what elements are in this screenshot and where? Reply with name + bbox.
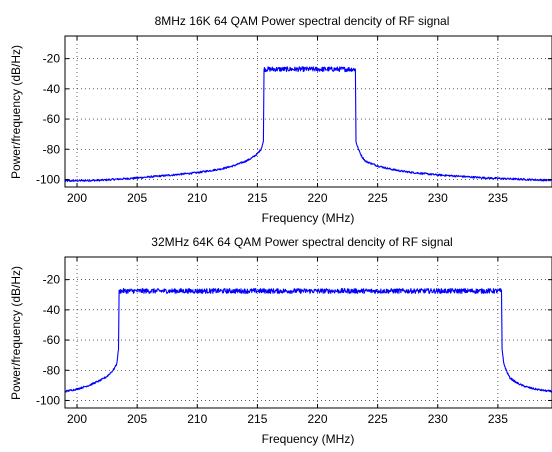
y-tick-label: -80 — [43, 142, 61, 156]
plot-area — [64, 66, 552, 183]
axis-ticks: 200 205 210 215 220 225 230 235 -100 -80 -60 -40 -20 — [36, 257, 552, 426]
y-tick-label: -100 — [36, 393, 60, 407]
x-tick-label: 235 — [488, 412, 508, 426]
y-tick-label: -100 — [36, 172, 60, 186]
chart-title: 32MHz 64K 64 QAM Power spectral dencity … — [151, 235, 452, 249]
x-axis-label: Frequency (MHz) — [262, 211, 355, 225]
x-tick-label: 200 — [67, 412, 87, 426]
x-tick-label: 210 — [187, 412, 207, 426]
axes-frame — [64, 35, 552, 188]
psd-series-line — [64, 288, 552, 393]
y-axis-label: Power/frequency (dB/Hz) — [9, 45, 23, 179]
chart-title: 8MHz 16K 64 QAM Power spectral dencity o… — [155, 14, 450, 28]
psd-series-line — [64, 66, 552, 183]
x-tick-label: 230 — [428, 191, 448, 205]
y-tick-label: -60 — [43, 333, 61, 347]
x-tick-label: 205 — [127, 191, 147, 205]
axis-ticks: 200 205 210 215 220 225 230 235 -100 -80 -60 -40 -20 — [36, 36, 552, 205]
plot-area — [64, 288, 552, 393]
x-tick-label: 235 — [488, 191, 508, 205]
y-tick-label: -40 — [43, 303, 61, 317]
y-tick-label: -20 — [43, 52, 61, 66]
y-axis-label: Power/frequency (dB/Hz) — [9, 266, 23, 400]
x-tick-label: 220 — [308, 412, 328, 426]
grid — [65, 257, 552, 408]
x-tick-label: 215 — [247, 191, 267, 205]
x-tick-label: 205 — [127, 412, 147, 426]
y-tick-label: -60 — [43, 112, 61, 126]
x-tick-label: 225 — [368, 412, 388, 426]
x-tick-label: 200 — [67, 191, 87, 205]
grid — [65, 36, 552, 187]
y-tick-label: -80 — [43, 363, 61, 377]
y-tick-label: -40 — [43, 82, 61, 96]
x-tick-label: 215 — [247, 412, 267, 426]
x-tick-label: 210 — [187, 191, 207, 205]
x-tick-label: 220 — [308, 191, 328, 205]
psd-chart-8mhz: 8MHz 16K 64 QAM Power spectral dencity o… — [9, 14, 552, 225]
x-axis-label: Frequency (MHz) — [262, 432, 355, 446]
psd-chart-32mhz: 32MHz 64K 64 QAM Power spectral dencity … — [9, 235, 552, 446]
y-tick-label: -20 — [43, 273, 61, 287]
axes-frame — [64, 256, 552, 409]
x-tick-label: 225 — [368, 191, 388, 205]
x-tick-label: 230 — [428, 412, 448, 426]
